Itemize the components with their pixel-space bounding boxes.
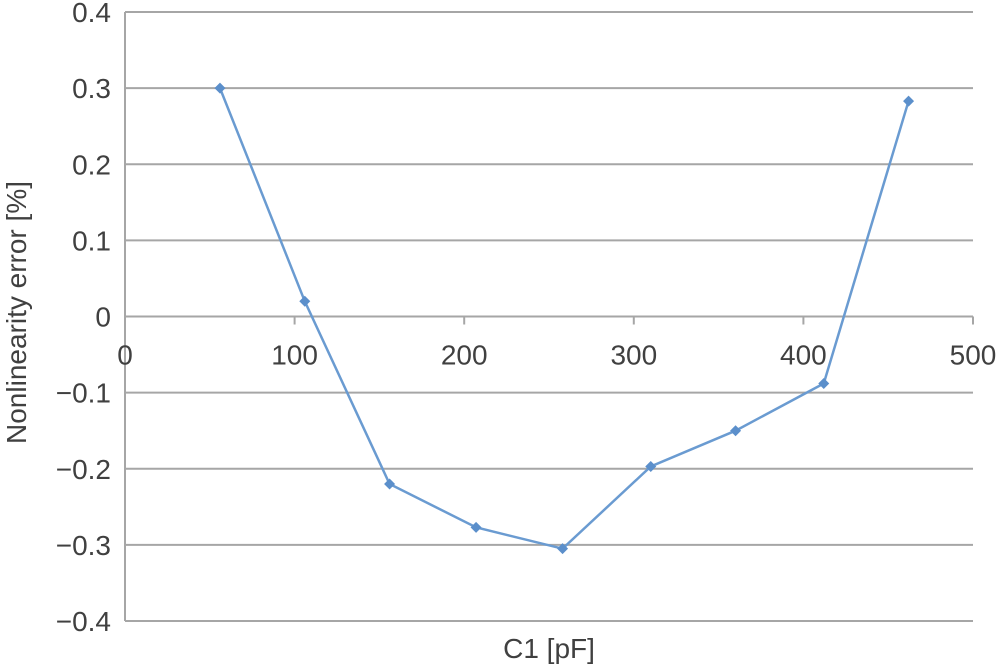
x-tick-label: 500: [950, 340, 997, 371]
data-point: [903, 95, 915, 107]
y-tick-label: 0.3: [72, 73, 111, 104]
y-tick-label: −0.2: [56, 454, 111, 485]
y-axis-title: Nonlinearity error [%]: [1, 181, 32, 444]
x-tick-label: 100: [271, 340, 318, 371]
x-tick-labels: 0 100 200 300 400 500: [117, 340, 996, 371]
series-group: [214, 82, 915, 555]
data-point: [299, 295, 311, 307]
y-tick-label: 0: [95, 302, 111, 333]
data-point: [384, 478, 396, 490]
data-point: [645, 460, 657, 472]
y-tick-label: −0.1: [56, 378, 111, 409]
y-tick-label: −0.3: [56, 530, 111, 561]
y-tick-label: −0.4: [56, 606, 111, 637]
x-tick-label: 300: [610, 340, 657, 371]
data-point: [557, 543, 569, 555]
x-tick-label: 200: [441, 340, 488, 371]
x-tick-label: 400: [780, 340, 827, 371]
data-point: [214, 82, 226, 94]
series-line: [218, 87, 910, 551]
data-point: [818, 377, 830, 389]
y-tick-label: 0.4: [72, 0, 111, 28]
data-point: [470, 521, 482, 533]
y-tick-labels: 0.4 0.3 0.2 0.1 0 −0.1 −0.2 −0.3 −0.4: [56, 0, 111, 637]
y-tick-label: 0.2: [72, 149, 111, 180]
x-axis-title: C1 [pF]: [503, 633, 595, 664]
y-tick-label: 0.1: [72, 225, 111, 256]
x-tick-label: 0: [117, 340, 133, 371]
data-point: [730, 425, 742, 437]
